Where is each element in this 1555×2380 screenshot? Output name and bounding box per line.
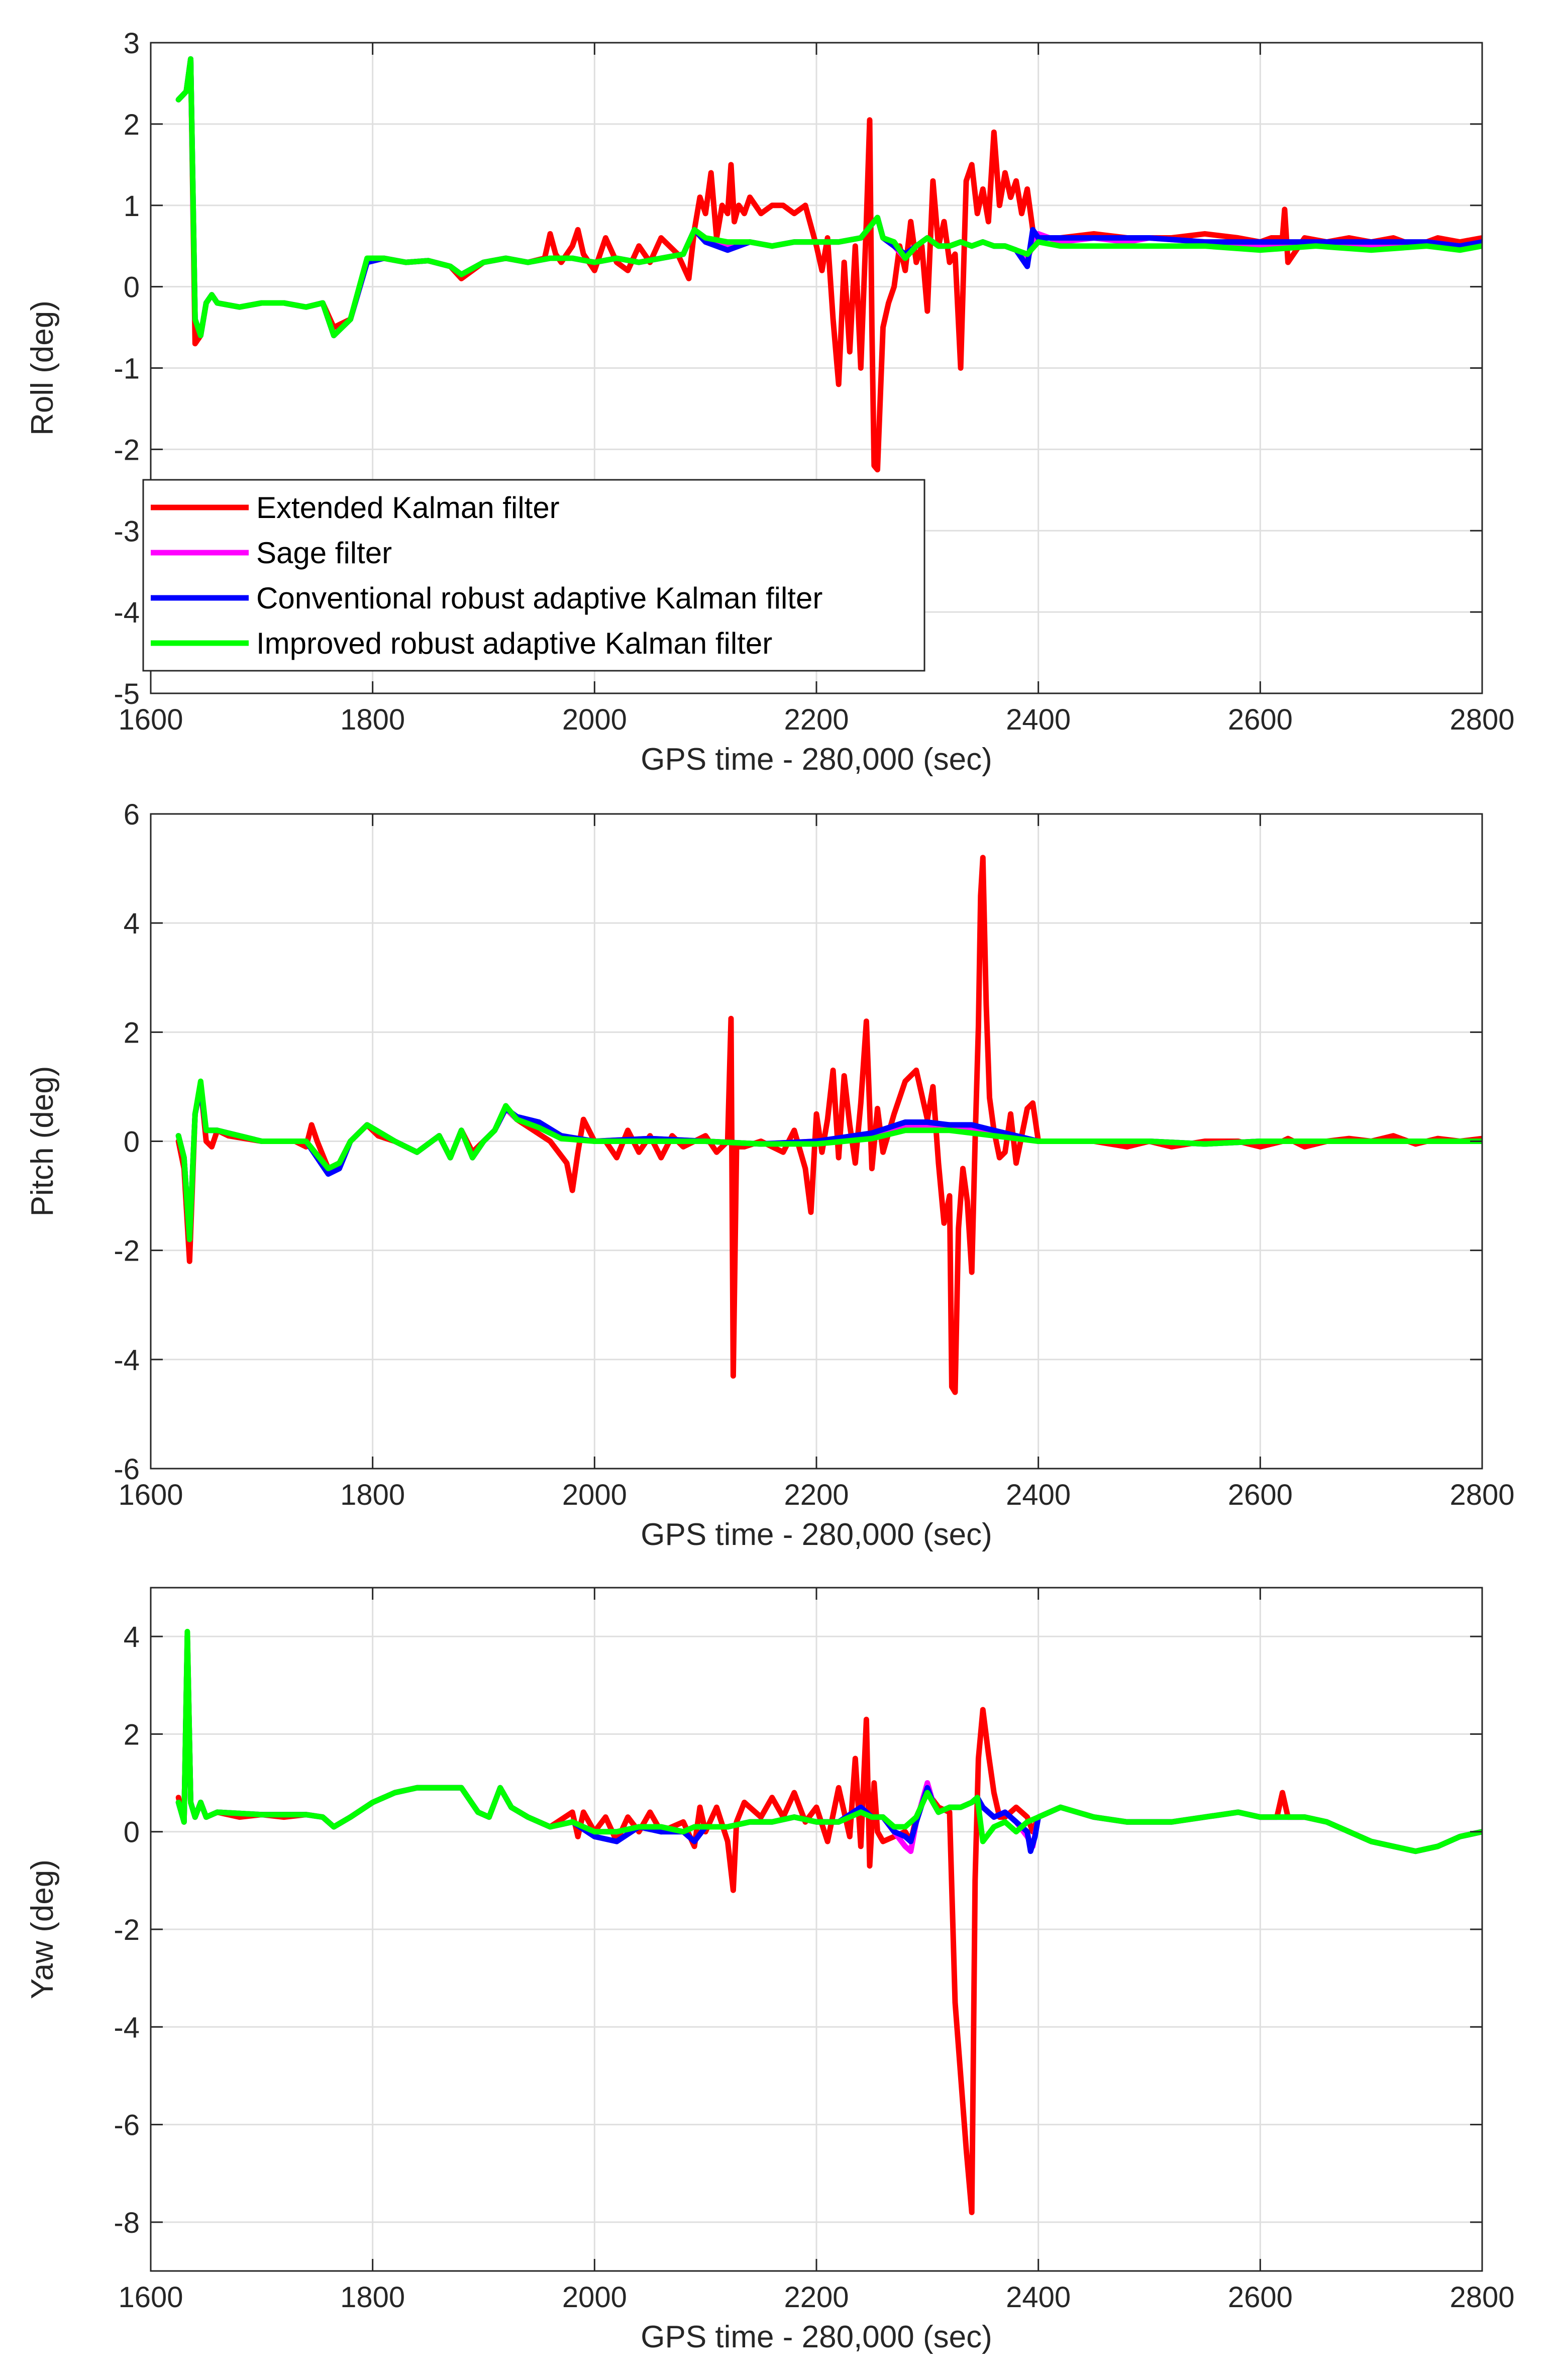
legend-box — [142, 479, 925, 672]
y-tick-label: 6 — [124, 798, 140, 831]
x-axis-label: GPS time - 280,000 (sec) — [641, 742, 992, 777]
y-tick-label: -6 — [114, 2109, 140, 2142]
x-tick-label: 1800 — [340, 2281, 405, 2314]
legend-label-2: Sage filter — [256, 536, 392, 570]
x-tick-label: 2000 — [562, 1479, 627, 1511]
series-group — [175, 1628, 1482, 2215]
series-line-4 — [175, 56, 1482, 339]
y-tick-label: -2 — [114, 434, 140, 466]
y-tick-label: 0 — [124, 1126, 140, 1159]
y-tick-label: 1 — [124, 190, 140, 223]
y-tick-label: 2 — [124, 109, 140, 141]
y-tick-label: -1 — [114, 353, 140, 385]
y-tick-label: 4 — [124, 1621, 140, 1653]
y-tick-label: -6 — [114, 1453, 140, 1486]
y-axis-label: Yaw (deg) — [25, 1859, 60, 1999]
chart-yaw: 1600 1800 2000 2200 2400 2600 2800 -8 -6 -4 -2 0 2 4 G… — [25, 1587, 1515, 2354]
x-tick-label: 1800 — [340, 1479, 405, 1511]
x-tick-label: 2800 — [1449, 703, 1514, 736]
x-tick-label: 2000 — [562, 703, 627, 736]
x-tick-label: 1600 — [118, 703, 183, 736]
chart-roll: 1600 1800 2000 2200 2400 2600 2800 -5 -4 -3 -2 -1 0 1… — [25, 27, 1515, 777]
x-tick-label: 2200 — [784, 703, 849, 736]
legend: Extended Kalman filter Sage filter Convent… — [142, 479, 925, 672]
y-tick-label: -2 — [114, 1235, 140, 1268]
series-group — [175, 855, 1482, 1395]
y-tick-label: 0 — [124, 1816, 140, 1849]
y-tick-label: -5 — [114, 678, 140, 710]
y-tick-label: -3 — [114, 515, 140, 548]
legend-label-3: Conventional robust adaptive Kalman filt… — [256, 581, 822, 615]
series-group — [175, 56, 1482, 473]
x-tick-label: 2400 — [1006, 2281, 1071, 2314]
x-tick-label: 2600 — [1228, 1479, 1293, 1511]
x-tick-label: 1800 — [340, 703, 405, 736]
legend-label-4: Improved robust adaptive Kalman filter — [256, 627, 772, 660]
y-tick-label: 2 — [124, 1718, 140, 1751]
x-tick-label: 2200 — [784, 1479, 849, 1511]
y-tick-label: -4 — [114, 1344, 140, 1377]
y-tick-label: -4 — [114, 2011, 140, 2044]
x-tick-label: 2800 — [1449, 1479, 1514, 1511]
chart-pitch: 1600 1800 2000 2200 2400 2600 2800 -6 -4 -2 0 2 4 6 GP… — [25, 798, 1515, 1552]
y-tick-label: -4 — [114, 596, 140, 629]
series-line-4 — [175, 1078, 1482, 1243]
y-tick-label: -2 — [114, 1914, 140, 1946]
x-tick-label: 2000 — [562, 2281, 627, 2314]
x-tick-label: 2200 — [784, 2281, 849, 2314]
x-tick-label: 2600 — [1228, 703, 1293, 736]
x-tick-label: 2600 — [1228, 2281, 1293, 2314]
x-axis-label: GPS time - 280,000 (sec) — [641, 1517, 992, 1552]
y-tick-label: 4 — [124, 907, 140, 940]
y-tick-label: 3 — [124, 27, 140, 60]
y-tick-label: -8 — [114, 2207, 140, 2239]
x-tick-label: 2800 — [1449, 2281, 1514, 2314]
x-tick-label: 1600 — [118, 1479, 183, 1511]
x-tick-label: 2400 — [1006, 1479, 1071, 1511]
y-axis-label: Roll (deg) — [25, 300, 60, 436]
series-line-4 — [175, 1628, 1482, 1854]
y-tick-label: 0 — [124, 271, 140, 304]
legend-label-1: Extended Kalman filter — [256, 491, 560, 525]
x-axis-label: GPS time - 280,000 (sec) — [641, 2320, 992, 2354]
x-tick-label: 2400 — [1006, 703, 1071, 736]
y-tick-label: 2 — [124, 1016, 140, 1049]
x-tick-label: 1600 — [118, 2281, 183, 2314]
y-axis-label: Pitch (deg) — [25, 1066, 60, 1217]
